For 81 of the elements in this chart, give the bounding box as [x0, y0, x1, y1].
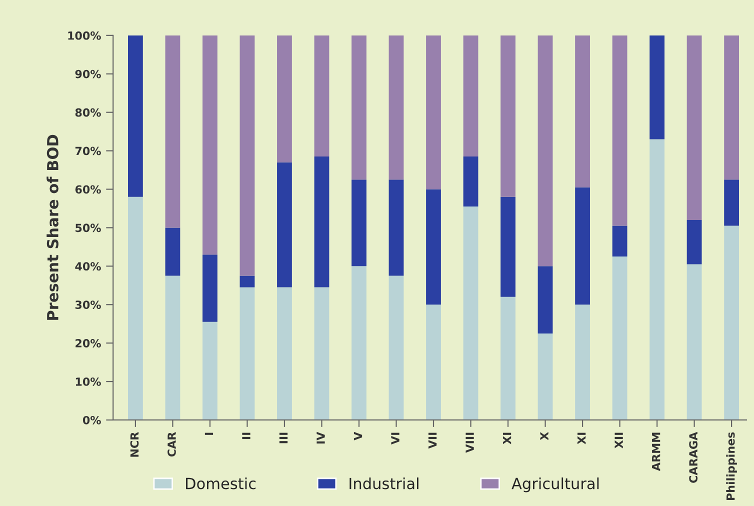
legend-label: Agricultural [512, 477, 599, 492]
x-tick-label: V [354, 432, 362, 440]
bar [612, 256, 628, 420]
bar [240, 35, 255, 276]
bar [165, 35, 180, 228]
x-tick-label: ARMM [652, 432, 660, 471]
bar [240, 287, 255, 420]
bar [426, 35, 441, 190]
bar [575, 187, 590, 305]
bar [314, 35, 330, 157]
y-tick-label: 50% [76, 224, 101, 232]
x-tick-label: Philippines [726, 432, 737, 500]
bar [277, 287, 292, 420]
y-tick-label: 40% [75, 262, 101, 271]
x-tick-label: CARAGA [689, 432, 698, 483]
bar [463, 35, 478, 157]
y-tick-label: 10% [76, 378, 101, 386]
bar [724, 35, 740, 180]
bar [202, 35, 218, 255]
bar [128, 35, 143, 197]
x-tick-label: XII [614, 432, 623, 448]
bar [165, 276, 180, 420]
x-tick-label: NCR [130, 432, 139, 457]
bar [426, 189, 441, 305]
bar [314, 156, 330, 288]
bar [538, 35, 553, 266]
x-tick-label: IV [316, 432, 325, 444]
bar [202, 322, 218, 420]
y-tick-label: 20% [76, 339, 101, 348]
bar [575, 35, 590, 188]
bar [538, 266, 553, 334]
bar [538, 333, 553, 420]
x-tick-label: II [242, 432, 250, 440]
bar [388, 180, 404, 276]
legend-label: Domestic [186, 477, 256, 490]
bar [352, 35, 366, 180]
x-tick-label: XI [502, 432, 512, 444]
bar [500, 296, 516, 420]
bar [650, 35, 664, 140]
bar [314, 287, 330, 420]
x-tick-label: VII [428, 432, 437, 449]
y-tick-label: 60% [75, 185, 101, 194]
y-tick-label: 0% [82, 416, 101, 424]
y-tick-label: 100% [68, 31, 101, 40]
bar [165, 228, 180, 276]
y-tick-label: 80% [75, 108, 101, 117]
bar [612, 35, 628, 226]
bar [724, 180, 740, 226]
bar [388, 35, 404, 180]
bar [128, 196, 143, 420]
bar [724, 226, 740, 420]
y-tick-label: 70% [75, 146, 101, 156]
x-tick-label: X [540, 432, 548, 440]
bar [612, 226, 628, 257]
x-tick-label: I [204, 432, 214, 435]
bar [650, 139, 664, 420]
x-tick-label: XI [577, 432, 586, 444]
y-tick-label: 30% [75, 300, 101, 309]
bar [277, 35, 292, 162]
bar [277, 162, 292, 288]
bar [352, 180, 366, 266]
bar [240, 276, 255, 288]
bar [426, 304, 441, 420]
y-tick-label: 90% [75, 70, 101, 78]
y-axis-title: Present Share of BOD [46, 134, 58, 320]
bar [388, 276, 404, 420]
x-tick-label: CAR [168, 432, 176, 457]
bar [463, 206, 478, 420]
x-tick-label: VI [391, 432, 400, 444]
bar [202, 254, 218, 322]
bar [686, 35, 702, 220]
bar [686, 264, 702, 420]
bar [575, 304, 590, 420]
x-tick-label: VIII [466, 432, 474, 453]
x-tick-label: III [279, 432, 288, 444]
bar [463, 156, 478, 207]
bar [352, 266, 366, 420]
bar [500, 196, 516, 297]
bar [500, 35, 516, 197]
legend-label: Industrial [350, 477, 418, 490]
bar [686, 220, 702, 264]
